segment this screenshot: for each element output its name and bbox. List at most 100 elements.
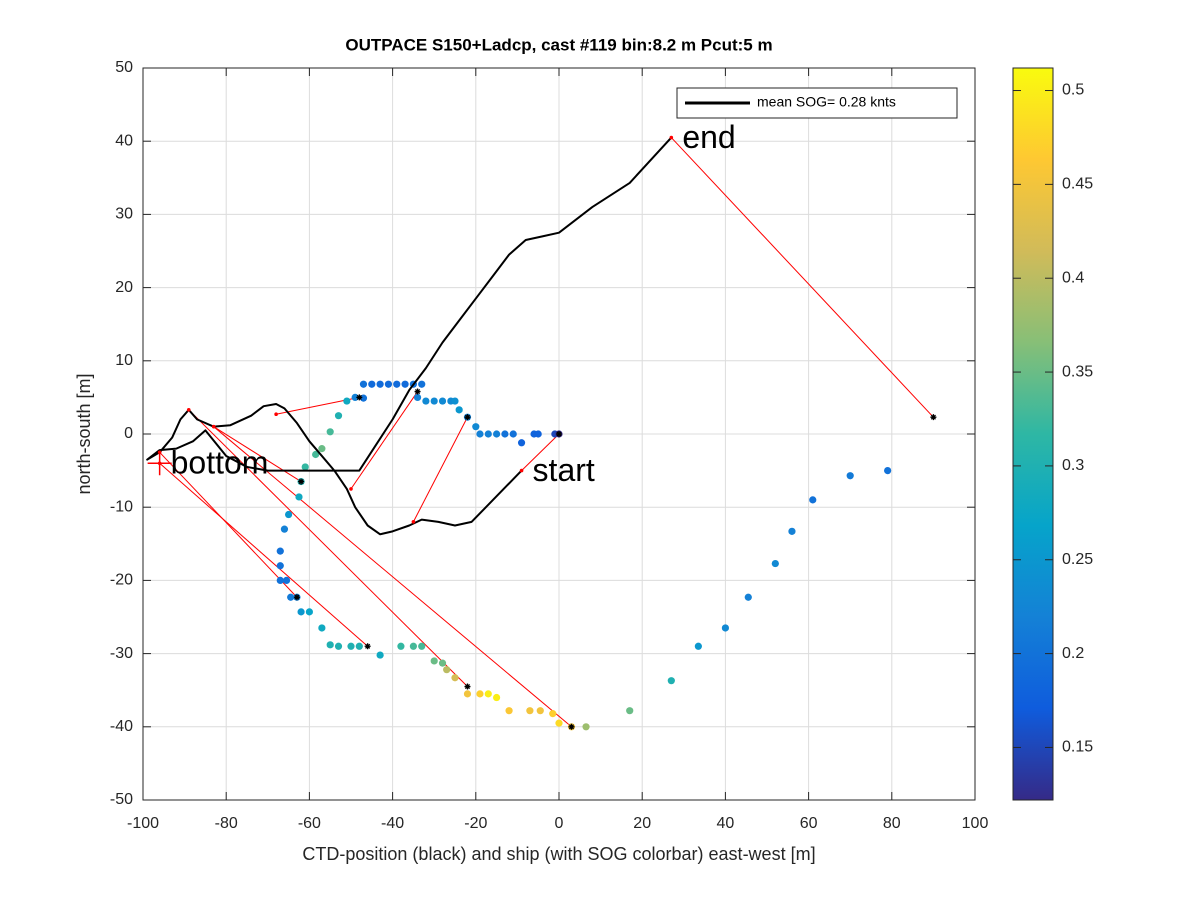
ship-point <box>884 467 892 475</box>
ship-point <box>501 430 509 438</box>
x-tick-label: 40 <box>717 815 735 832</box>
ship-point <box>505 707 513 715</box>
legend-label: mean SOG= 0.28 knts <box>757 94 896 110</box>
x-tick-label: -40 <box>381 815 404 832</box>
link-line <box>213 426 302 483</box>
colorbar-tick-label: 0.15 <box>1062 739 1093 756</box>
ship-point <box>451 397 459 405</box>
ship-point <box>846 472 854 480</box>
link-line <box>412 416 468 523</box>
ship-point <box>368 380 376 388</box>
ship-point <box>280 525 289 533</box>
x-axis-label: CTD-position (black) and ship (with SOG … <box>302 844 815 864</box>
colorbar-tick-label: 0.3 <box>1062 457 1084 474</box>
ship-point <box>418 380 426 388</box>
colorbar <box>1012 67 1054 801</box>
ship-point <box>397 642 405 650</box>
x-tick-label: 20 <box>633 815 651 832</box>
ship-point <box>536 707 544 715</box>
ship-point <box>326 428 334 436</box>
ship-point <box>771 559 779 568</box>
ship-point <box>384 380 393 388</box>
link-line <box>159 462 368 647</box>
star-marker <box>364 643 371 650</box>
ship-point <box>484 430 492 438</box>
ctd-point <box>519 468 524 473</box>
ship-point <box>282 576 291 585</box>
ship-point <box>451 674 459 682</box>
colorbar-tick-label: 0.2 <box>1062 645 1084 662</box>
ship-point <box>409 642 417 650</box>
ship-point <box>326 641 334 649</box>
ship-point <box>305 608 313 616</box>
y-tick-label: -30 <box>110 645 133 662</box>
ship-point <box>788 527 796 535</box>
ship-point <box>493 430 501 438</box>
ship-point <box>476 430 484 438</box>
y-tick-label: 0 <box>124 425 133 442</box>
colorbar-tick-label: 0.25 <box>1062 551 1093 568</box>
ship-point <box>549 710 557 718</box>
colorbar-tick-label: 0.35 <box>1062 363 1093 380</box>
star-marker <box>356 394 363 401</box>
star-marker <box>464 683 471 690</box>
ship-point <box>312 450 320 459</box>
annotation: bottom <box>171 445 269 481</box>
ship-point <box>463 690 472 698</box>
ship-point <box>334 642 343 650</box>
plot: end start bottom <box>146 119 937 731</box>
ship-point <box>493 693 501 702</box>
ctd-point <box>186 408 191 412</box>
x-tick-label: -100 <box>127 815 159 832</box>
ship-point <box>401 380 409 388</box>
ship-point <box>285 510 293 519</box>
y-tick-label: -10 <box>110 498 133 515</box>
star-marker <box>414 388 421 395</box>
colorbar-tick-label: 0.4 <box>1062 269 1084 286</box>
x-tick-label: 60 <box>800 815 818 832</box>
ship-point <box>694 642 702 650</box>
ship-point <box>287 593 295 601</box>
ship-point <box>438 659 447 667</box>
ctd-point <box>349 487 353 491</box>
colorbar-tick-label: 0.45 <box>1062 176 1093 193</box>
star-marker <box>298 478 305 485</box>
ship-point <box>376 651 384 659</box>
star-marker <box>556 431 562 437</box>
ship-point <box>526 707 534 715</box>
y-tick-label: -40 <box>110 718 133 735</box>
bottom-marker <box>147 451 172 476</box>
ship-point <box>376 380 384 388</box>
ship-point <box>744 593 752 601</box>
link-line <box>159 451 298 598</box>
ship-point <box>438 397 447 405</box>
star-marker <box>293 594 300 601</box>
link-line <box>670 137 934 418</box>
ship-point <box>721 624 730 632</box>
annotation: end <box>682 119 735 155</box>
y-tick-label: 10 <box>115 352 133 369</box>
x-tick-label: 80 <box>883 815 901 832</box>
x-tick-label: 100 <box>962 815 989 832</box>
ship-point <box>422 397 430 405</box>
ctd-track <box>146 136 673 536</box>
ship-point <box>443 666 451 674</box>
ship-point <box>359 394 368 402</box>
ship-point <box>430 397 438 405</box>
ctd-point <box>669 135 674 140</box>
ship-point <box>297 608 305 616</box>
ship-point <box>276 562 284 570</box>
x-tick-label: -20 <box>464 815 487 832</box>
ship-point <box>517 439 526 447</box>
star-marker <box>930 414 937 421</box>
y-tick-label: 40 <box>115 132 133 149</box>
ship-point <box>476 690 484 698</box>
star-marker <box>568 723 575 730</box>
y-tick-label: 50 <box>115 59 133 76</box>
link-line <box>350 391 418 490</box>
ship-point <box>582 723 590 731</box>
ship-point <box>295 493 303 501</box>
ship-point <box>555 719 563 727</box>
ctd-point <box>411 520 416 524</box>
